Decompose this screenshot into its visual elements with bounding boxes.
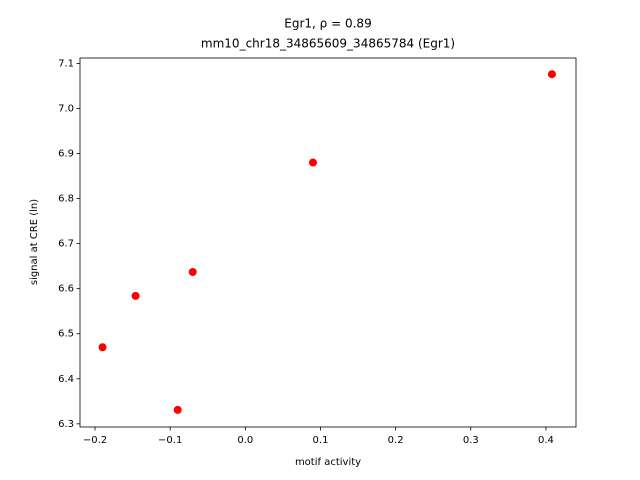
x-tick-label: −0.2 xyxy=(83,435,107,446)
data-point xyxy=(98,343,107,352)
y-tick-label: 7.0 xyxy=(58,103,74,114)
chart-subtitle: mm10_chr18_34865609_34865784 (Egr1) xyxy=(201,37,455,51)
y-tick-label: 6.8 xyxy=(58,194,74,205)
y-tick-label: 6.9 xyxy=(58,149,74,160)
y-tick-label: 6.5 xyxy=(58,329,74,340)
y-tick-label: 7.1 xyxy=(58,58,74,69)
chart-title: Egr1, ρ = 0.89 xyxy=(284,17,371,31)
x-tick-label: 0.4 xyxy=(538,435,554,446)
y-tick-label: 6.6 xyxy=(58,284,74,295)
x-tick-label: 0.0 xyxy=(237,435,253,446)
y-axis-label: signal at CRE (ln) xyxy=(29,199,40,285)
data-point xyxy=(308,158,317,167)
data-point xyxy=(173,405,182,414)
data-point xyxy=(188,268,197,277)
x-tick-label: 0.1 xyxy=(313,435,329,446)
data-point xyxy=(547,70,556,79)
plot-frame xyxy=(79,57,577,428)
y-tick-label: 6.3 xyxy=(58,419,74,430)
x-tick-label: −0.1 xyxy=(158,435,182,446)
data-point xyxy=(131,291,140,300)
x-tick-label: 0.2 xyxy=(388,435,404,446)
x-axis-label: motif activity xyxy=(295,457,361,468)
y-tick-label: 6.4 xyxy=(58,374,74,385)
x-tick-label: 0.3 xyxy=(463,435,479,446)
y-tick-label: 6.7 xyxy=(58,239,74,250)
